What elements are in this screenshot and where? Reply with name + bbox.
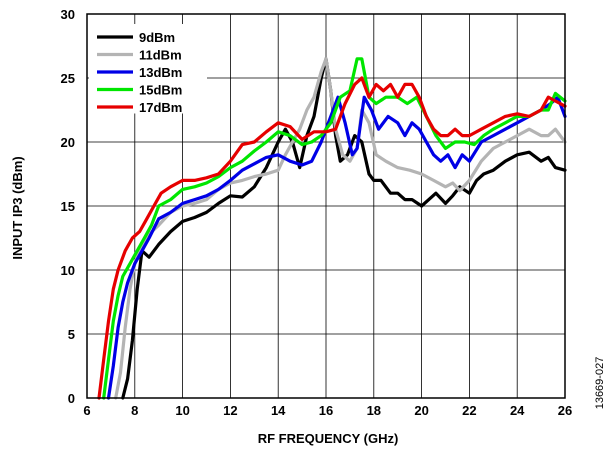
y-tick-label: 10 bbox=[61, 263, 75, 278]
x-tick-label: 6 bbox=[83, 403, 90, 418]
y-tick-labels: 0 5 10 15 20 25 30 bbox=[61, 7, 75, 406]
legend-label: 17dBm bbox=[139, 100, 182, 115]
x-tick-label: 18 bbox=[367, 403, 381, 418]
x-tick-label: 16 bbox=[319, 403, 333, 418]
legend-label: 13dBm bbox=[139, 65, 182, 80]
x-tick-label: 12 bbox=[223, 403, 237, 418]
y-tick-label: 15 bbox=[61, 199, 75, 214]
series-lines bbox=[97, 57, 567, 400]
legend-background bbox=[89, 24, 207, 114]
y-axis-title: INPUT IP3 (dBm) bbox=[10, 156, 25, 259]
x-tick-label: 24 bbox=[510, 403, 525, 418]
x-axis-title: RF FREQUENCY (GHz) bbox=[258, 431, 399, 446]
x-tick-label: 20 bbox=[414, 403, 428, 418]
y-tick-label: 30 bbox=[61, 7, 75, 22]
legend-label: 9dBm bbox=[139, 30, 175, 45]
legend-label: 15dBm bbox=[139, 83, 182, 98]
plot-frame bbox=[86, 13, 566, 399]
x-tick-label: 26 bbox=[558, 403, 572, 418]
legend-label: 11dBm bbox=[139, 48, 182, 63]
series-line-13dbm bbox=[106, 95, 567, 400]
x-tick-label: 10 bbox=[175, 403, 189, 418]
y-tick-label: 5 bbox=[68, 327, 75, 342]
x-tick-labels: 6 8 10 12 14 16 18 20 22 24 26 bbox=[83, 403, 572, 418]
x-tick-label: 14 bbox=[271, 403, 286, 418]
figure-id: 13669-027 bbox=[594, 357, 606, 410]
y-tick-label: 25 bbox=[61, 71, 75, 86]
x-tick-label: 22 bbox=[462, 403, 476, 418]
series-line-15dbm bbox=[102, 57, 567, 400]
x-tick-label: 8 bbox=[131, 403, 138, 418]
series-line-17dbm bbox=[97, 76, 567, 400]
y-tick-label: 20 bbox=[61, 135, 75, 150]
legend: 9dBm 11dBm 13dBm 15dBm 17dBm bbox=[89, 24, 207, 115]
y-tick-label: 0 bbox=[68, 391, 75, 406]
